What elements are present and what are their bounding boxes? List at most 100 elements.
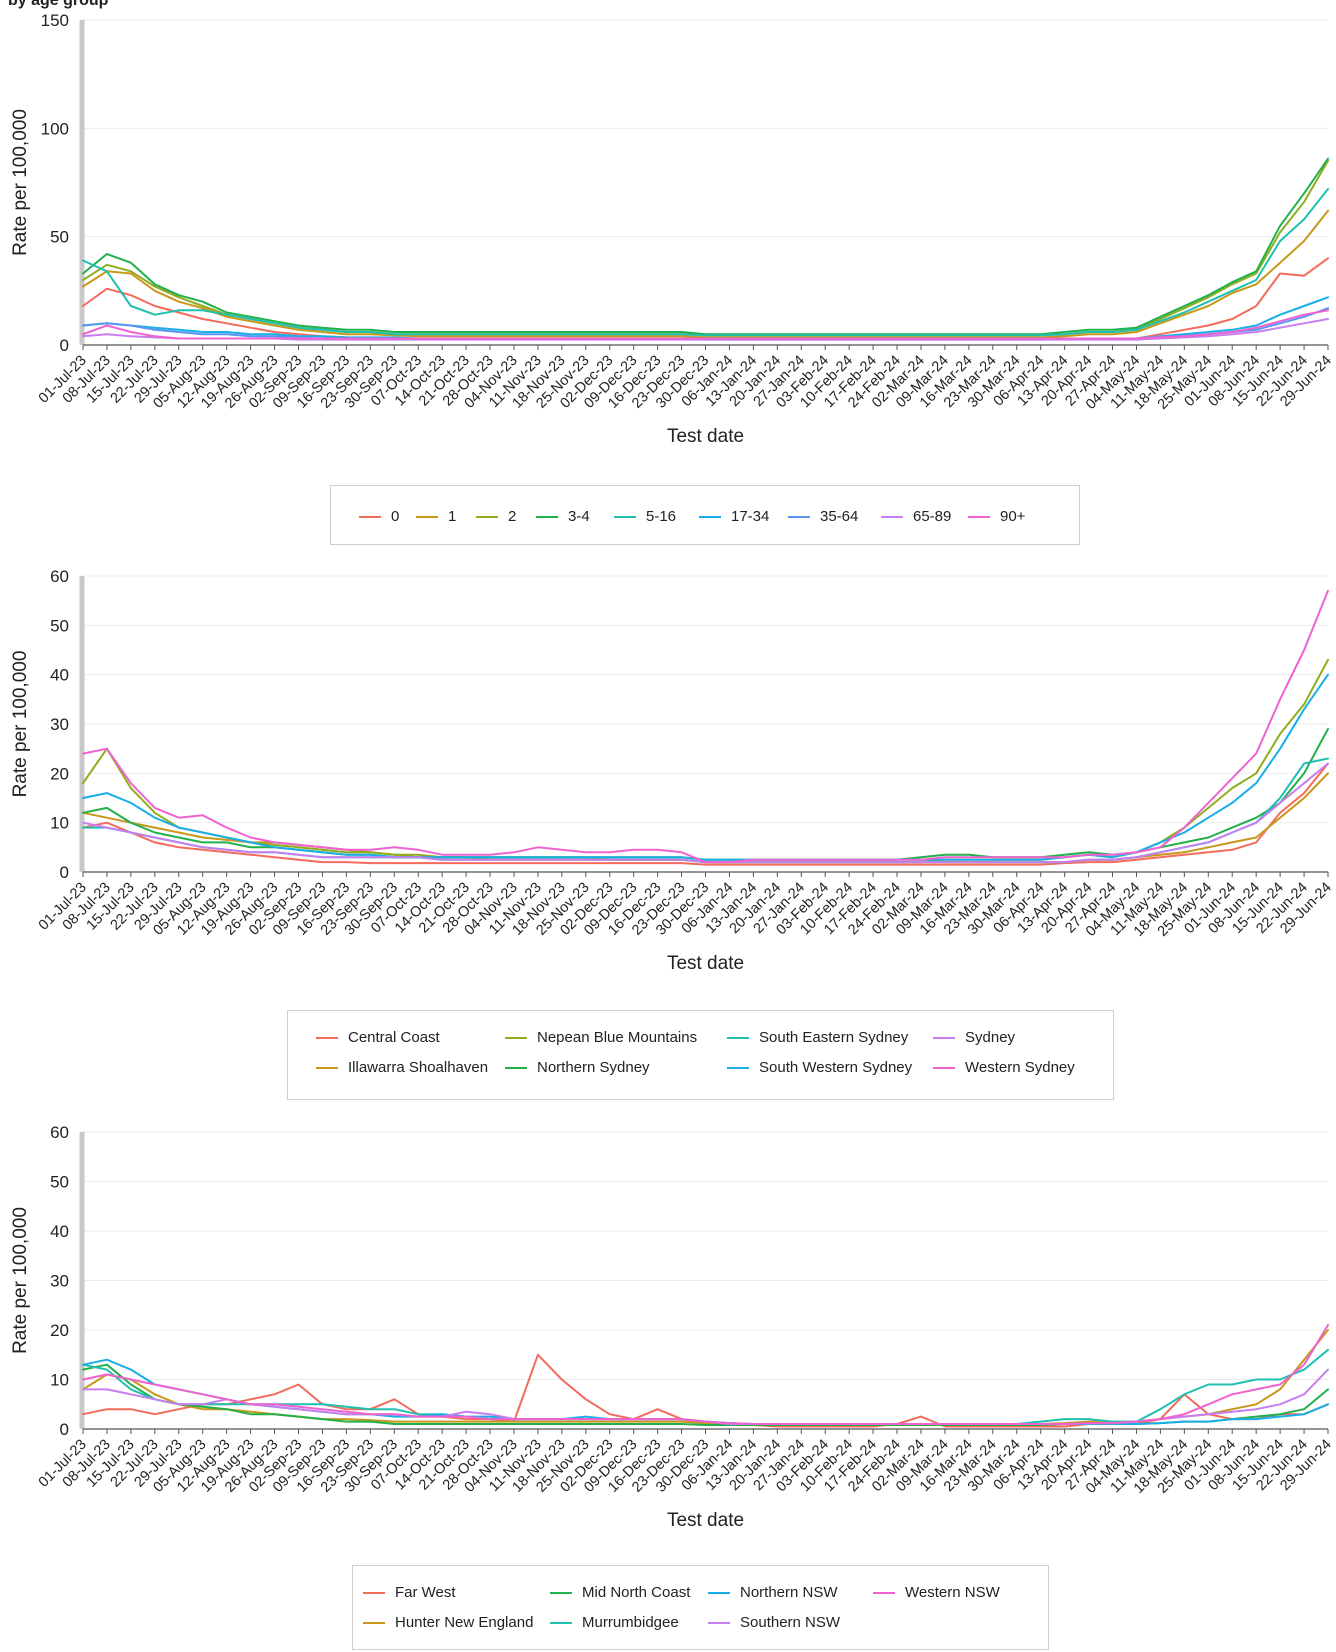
legend-swatch (550, 1621, 572, 1624)
legend-item: Murrumbidgee (550, 1614, 679, 1631)
y-tick-label: 0 (60, 336, 69, 355)
legend-swatch (788, 515, 810, 518)
legend-swatch (550, 1591, 572, 1594)
legend-item: Nepean Blue Mountains (505, 1029, 697, 1046)
y-tick-label: 60 (50, 567, 69, 586)
legend-swatch (708, 1621, 730, 1624)
legend-item: Northern NSW (708, 1584, 838, 1601)
legend-item: Mid North Coast (550, 1584, 690, 1601)
legend-label: South Eastern Sydney (759, 1029, 909, 1046)
legend-age-group: 0 1 2 3-4 5-16 17-34 35-64 65-89 90+ (330, 485, 1080, 545)
legend-label: Illawarra Shoalhaven (348, 1059, 489, 1076)
legend-label: 5-16 (646, 508, 677, 525)
legend-item: Central Coast (316, 1029, 440, 1046)
x-axis-title: Test date (667, 1510, 744, 1531)
y-axis-title: Rate per 100,000 (10, 109, 31, 256)
y-tick-label: 30 (50, 715, 69, 734)
legend-regional-districts: Far West Mid North Coast Northern NSW Weste… (352, 1565, 1049, 1650)
legend-label: Northern Sydney (537, 1059, 650, 1076)
legend-swatch (881, 515, 903, 518)
legend-swatch (316, 1036, 338, 1039)
legend-label: Northern NSW (740, 1584, 838, 1601)
legend-item: Sydney (933, 1029, 1015, 1046)
series-line-south-western-sydney (82, 673, 1329, 861)
legend-swatch (933, 1066, 955, 1069)
legend-swatch (316, 1066, 338, 1069)
legend-label: Mid North Coast (582, 1584, 691, 1601)
legend-label: Nepean Blue Mountains (537, 1029, 698, 1046)
series-line-northern-sydney (82, 727, 1329, 861)
series-line-central-coast (82, 762, 1329, 866)
legend-label: 35-64 (820, 508, 859, 525)
series-line-hunter-new-england (82, 1329, 1329, 1425)
series-line-nepean-blue-mountains (82, 658, 1329, 864)
legend-swatch (708, 1591, 730, 1594)
legend-label: Hunter New England (395, 1614, 534, 1631)
legend-swatch (536, 515, 558, 518)
y-tick-label: 40 (50, 1222, 69, 1241)
legend-label: Central Coast (348, 1029, 440, 1046)
y-tick-label: 30 (50, 1272, 69, 1291)
series-line-southern-nsw (82, 1368, 1329, 1425)
series-line-90- (82, 309, 1329, 340)
y-axis-title: Rate per 100,000 (10, 1207, 31, 1354)
legend-swatch (968, 515, 990, 518)
legend-label: South Western Sydney (759, 1059, 913, 1076)
legend-item: Illawarra Shoalhaven (316, 1059, 488, 1076)
series-line-1 (82, 209, 1329, 339)
y-tick-label: 40 (50, 666, 69, 685)
legend-item: South Eastern Sydney (727, 1029, 908, 1046)
legend-item: 90+ (968, 508, 1025, 525)
legend-swatch (416, 515, 438, 518)
y-tick-label: 20 (50, 1321, 69, 1340)
legend-swatch (699, 515, 721, 518)
chart-top-title-fragment: by age group (8, 0, 109, 9)
legend-label: Murrumbidgee (582, 1614, 679, 1631)
legend-label: 3-4 (568, 508, 590, 525)
y-axis-title: Rate per 100,000 (10, 651, 31, 798)
legend-sydney-districts: Central Coast Nepean Blue Mountains South … (287, 1010, 1114, 1100)
legend-swatch (727, 1036, 749, 1039)
legend-swatch (505, 1066, 527, 1069)
series-line-3-4 (82, 157, 1329, 336)
series-line-17-34 (82, 296, 1329, 340)
chart-2: 010203040506001-Jul-2308-Jul-2315-Jul-23… (10, 567, 1335, 974)
legend-item: Far West (363, 1584, 456, 1601)
series-line-western-nsw (82, 1324, 1329, 1425)
series-line-western-sydney (82, 589, 1329, 864)
y-tick-label: 0 (60, 863, 69, 882)
legend-swatch (505, 1036, 527, 1039)
y-tick-label: 20 (50, 764, 69, 783)
legend-label: 65-89 (913, 508, 952, 525)
y-tick-label: 50 (50, 616, 69, 635)
y-tick-label: 10 (50, 1371, 69, 1390)
series-line-5-16 (82, 188, 1329, 337)
legend-label: Sydney (965, 1029, 1016, 1046)
legend-swatch (363, 1621, 385, 1624)
legend-item: Western Sydney (933, 1059, 1075, 1076)
legend-item: Southern NSW (708, 1614, 840, 1631)
y-tick-label: 50 (50, 1173, 69, 1192)
legend-item: 65-89 (881, 508, 951, 525)
legend-item: 5-16 (614, 508, 676, 525)
series-line-illawarra-shoalhaven (82, 772, 1329, 864)
series-line-2 (82, 159, 1329, 337)
legend-item: 17-34 (699, 508, 769, 525)
legend-swatch (933, 1036, 955, 1039)
y-tick-label: 50 (50, 228, 69, 247)
legend-label: 1 (448, 508, 457, 525)
legend-item: 35-64 (788, 508, 858, 525)
series-line-far-west (82, 1353, 1329, 1428)
legend-swatch (363, 1591, 385, 1594)
legend-item: 3-4 (536, 508, 590, 525)
y-tick-label: 60 (50, 1123, 69, 1142)
y-tick-label: 10 (50, 814, 69, 833)
y-tick-label: 150 (41, 11, 69, 30)
legend-label: Southern NSW (740, 1614, 841, 1631)
legend-item: 0 (359, 508, 399, 525)
legend-item: Western NSW (873, 1584, 1000, 1601)
y-tick-label: 100 (41, 119, 69, 138)
legend-swatch (476, 515, 498, 518)
legend-label: Western Sydney (965, 1059, 1075, 1076)
